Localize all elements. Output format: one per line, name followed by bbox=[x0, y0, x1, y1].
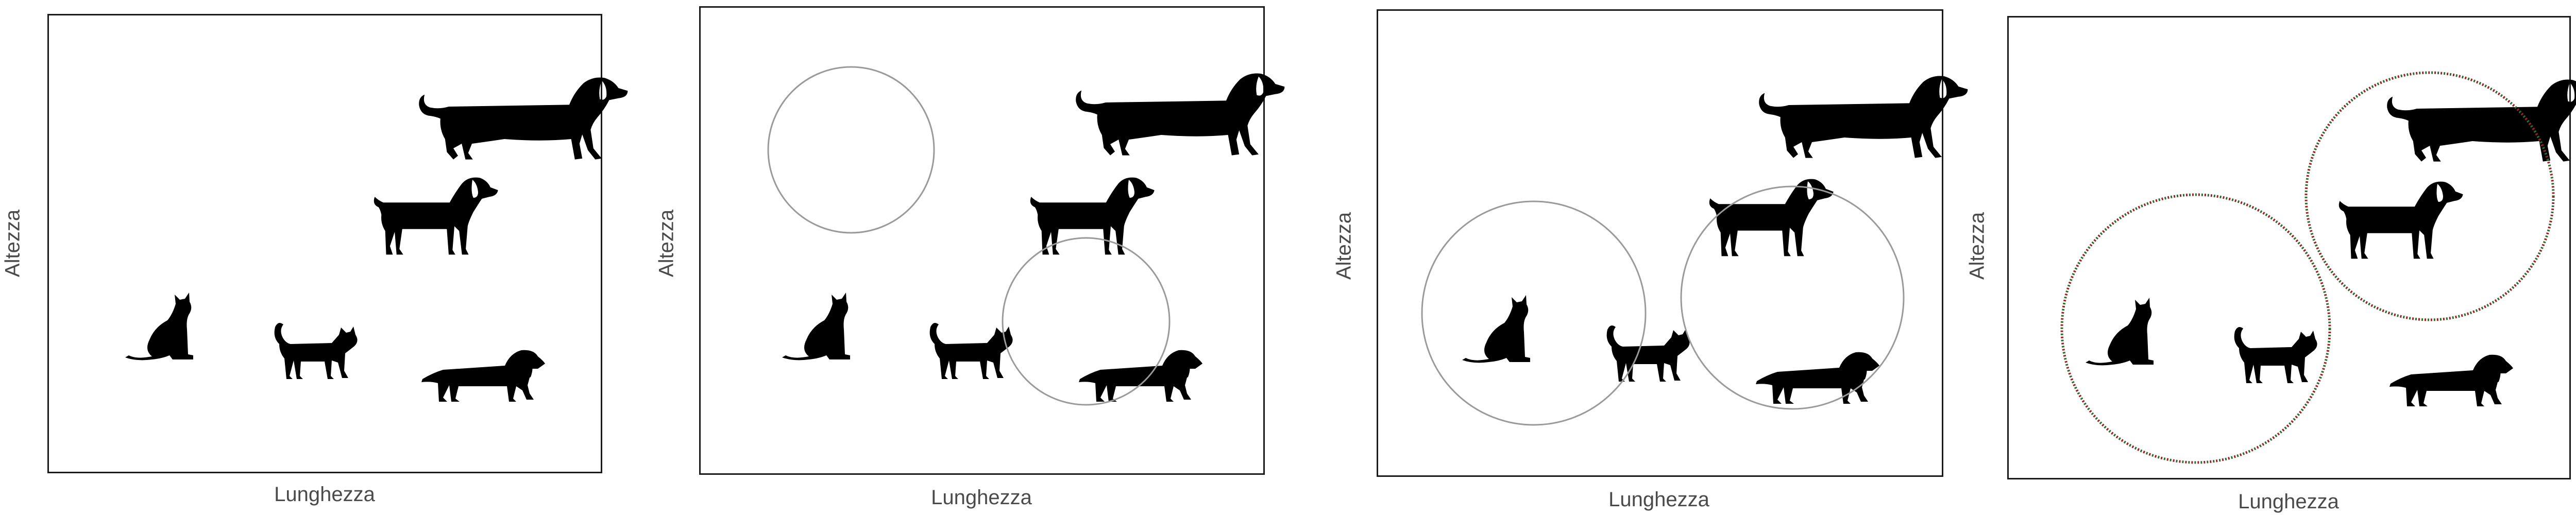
dachshund-icon bbox=[1079, 350, 1202, 402]
panel-2-xlabel: Lunghezza bbox=[931, 486, 1032, 509]
centroid-circle bbox=[1002, 237, 1171, 406]
medium-dog-icon bbox=[1030, 177, 1155, 255]
panel-4-xlabel: Lunghezza bbox=[2238, 490, 2339, 513]
medium-dog-icon bbox=[2338, 181, 2463, 259]
sitting-cat-icon bbox=[2086, 298, 2154, 366]
walking-cat-icon bbox=[274, 322, 358, 379]
cluster-boundary-left bbox=[2060, 193, 2331, 464]
dachshund-icon bbox=[2389, 354, 2513, 406]
medium-dog-icon bbox=[1709, 179, 1834, 256]
panel-1-xlabel: Lunghezza bbox=[274, 483, 375, 506]
cluster-boundary-right bbox=[2304, 71, 2555, 321]
dachshund-icon bbox=[421, 350, 545, 402]
walking-cat-icon bbox=[929, 322, 1013, 379]
dachshund-icon bbox=[1756, 352, 1879, 404]
walking-cat-icon bbox=[1606, 325, 1690, 382]
large-dog-icon bbox=[2387, 79, 2576, 162]
large-dog-icon bbox=[1076, 73, 1285, 156]
centroid-circle bbox=[767, 66, 935, 234]
medium-dog-icon bbox=[374, 177, 498, 255]
walking-cat-icon bbox=[2234, 327, 2317, 383]
panel-3-xlabel: Lunghezza bbox=[1608, 488, 1709, 511]
large-dog-icon bbox=[1759, 76, 1968, 158]
panel-3-frame bbox=[1377, 9, 1943, 477]
centroid-circle bbox=[1680, 185, 1905, 410]
large-dog-icon bbox=[419, 77, 628, 160]
sitting-cat-icon bbox=[125, 293, 193, 360]
centroid-circle bbox=[1421, 200, 1647, 426]
sitting-cat-icon bbox=[782, 293, 850, 360]
sitting-cat-icon bbox=[1462, 295, 1530, 363]
